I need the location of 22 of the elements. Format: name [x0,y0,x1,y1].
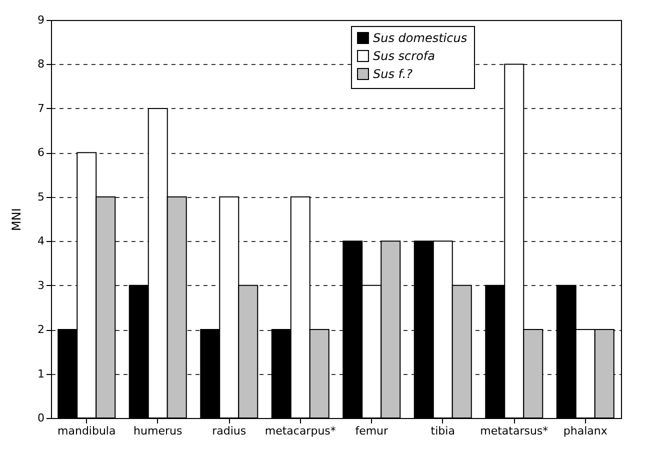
y-axis-title: MNI [10,208,24,231]
y-tick-label: 6 [38,146,44,160]
x-tick-label: humerus [134,424,182,438]
y-tick-label: 3 [38,278,44,292]
x-tick-label: phalanx [563,424,608,438]
x-tick-label: mandibula [58,424,116,438]
legend-label: Sus domesticus [373,31,468,45]
x-tick-label: metacarpus* [264,424,336,438]
legend-label: Sus scrofa [373,49,435,63]
y-tick-label: 9 [38,14,44,26]
legend-label: Sus f.? [373,67,414,81]
y-tick-label: 7 [38,102,44,115]
y-tick-label: 4 [38,234,44,248]
x-tick-label: metatarsus* [480,424,549,438]
y-tick-label: 2 [38,323,44,336]
y-tick-label: 0 [38,412,44,424]
x-tick-label: radius [212,424,246,438]
y-tick-label: 5 [38,190,44,204]
y-tick-label: 8 [38,58,44,71]
x-tick-label: femur [355,424,389,438]
x-tick-label: tibia [430,424,455,438]
y-tick-label: 1 [38,367,44,380]
